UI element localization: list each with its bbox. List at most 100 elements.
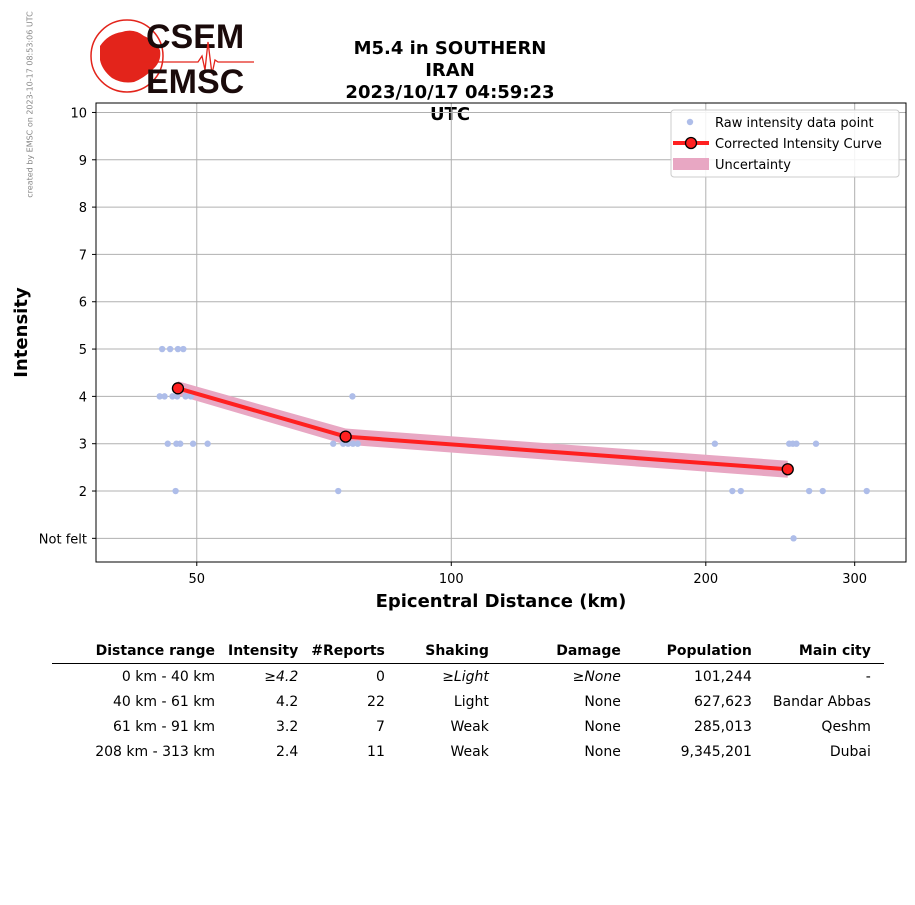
csem-emsc-logo: CSEM EMSC <box>90 18 254 98</box>
chart-title: M5.4 in SOUTHERN IRAN 2023/10/17 04:59:2… <box>330 38 570 126</box>
table-cell: - <box>865 668 871 685</box>
y-axis-label: Intensity <box>11 287 32 378</box>
raw-data-point <box>737 487 744 495</box>
legend-uncertainty-patch <box>673 158 709 170</box>
y-tick-label: 10 <box>70 106 87 121</box>
table-cell: 61 km - 91 km <box>113 718 215 735</box>
raw-data-point <box>805 487 813 495</box>
y-tick-label: 5 <box>79 343 87 358</box>
x-tick-label: 50 <box>188 572 205 587</box>
table-cell: None <box>584 743 621 760</box>
table-cell: None <box>584 718 621 735</box>
y-tick-label: 4 <box>79 390 87 405</box>
raw-data-point <box>790 535 797 542</box>
table-cell: Bandar Abbas <box>772 693 871 710</box>
raw-data-point <box>164 440 171 447</box>
table-cell: Weak <box>450 743 489 760</box>
raw-data-point <box>177 440 184 447</box>
raw-data-point <box>166 345 174 353</box>
table-cell: 208 km - 313 km <box>95 743 215 760</box>
y-tick-label: 6 <box>79 296 87 311</box>
corrected-intensity-marker <box>171 382 185 395</box>
legend-box <box>670 109 900 178</box>
y-tick-label: Not felt <box>39 532 87 547</box>
raw-data-point <box>161 393 168 400</box>
table-header-cell: Intensity <box>228 640 312 664</box>
raw-data-point <box>204 440 211 447</box>
table-cell: Dubai <box>829 743 871 760</box>
corrected-intensity-marker <box>339 430 352 443</box>
table-header-cell: Damage <box>501 640 634 664</box>
x-tick-label: 100 <box>439 572 464 587</box>
logo-text-csem: CSEM <box>146 18 244 56</box>
legend-curve-marker <box>684 136 698 150</box>
table-row: 40 km - 61 km 4.2 22 Light None 627,623 Bandar… <box>52 689 884 714</box>
table-cell: 101,244 <box>693 668 752 685</box>
title-datetime: 2023/10/17 04:59:23 UTC <box>345 82 555 125</box>
x-tick-label: 300 <box>842 572 867 587</box>
table-row: 0 km - 40 km ≥4.2 0 ≥Light ≥None 101,244 - <box>52 664 884 690</box>
table-cell: 3.2 <box>276 718 299 735</box>
table-cell: ≥Light <box>442 668 489 685</box>
table-cell: None <box>584 693 621 710</box>
title-event: M5.4 in SOUTHERN IRAN <box>353 38 547 81</box>
table-cell: 9,345,201 <box>680 743 752 760</box>
raw-data-point <box>863 487 870 495</box>
raw-data-point <box>330 440 337 447</box>
table-header-cell: Distance range <box>52 640 228 664</box>
raw-data-point <box>354 440 361 447</box>
logo-text-emsc: EMSC <box>146 63 244 98</box>
raw-data-point <box>711 440 719 447</box>
x-tick-label: 200 <box>693 572 718 587</box>
raw-data-point <box>172 487 179 495</box>
table-row: 208 km - 313 km 2.4 11 Weak None 9,345,201 Dub… <box>52 739 884 764</box>
table-cell: 0 <box>375 668 385 685</box>
table-cell: 40 km - 61 km <box>113 693 215 710</box>
uncertainty-band <box>177 381 788 478</box>
legend-label-uncertainty: Uncertainty <box>715 158 791 173</box>
table-cell: 285,013 <box>693 718 752 735</box>
table-cell: 7 <box>375 718 385 735</box>
legend-label-raw: Raw intensity data point <box>715 116 874 131</box>
y-tick-label: 7 <box>79 248 87 263</box>
table-cell: Qeshm <box>821 718 871 735</box>
raw-data-point <box>169 393 176 400</box>
raw-data-point <box>180 345 187 353</box>
table-cell: ≥4.2 <box>264 668 299 685</box>
legend-raw-marker <box>686 118 694 126</box>
table-body: 0 km - 40 km ≥4.2 0 ≥Light ≥None 101,244 - 40 k… <box>52 664 884 765</box>
y-tick-label: 8 <box>79 201 87 216</box>
logo-globe-map <box>100 30 161 83</box>
plot-frame <box>95 102 907 563</box>
raw-data-point <box>812 440 820 447</box>
raw-data-point <box>819 487 826 495</box>
raw-data-point <box>158 345 166 353</box>
table-cell: Weak <box>450 718 489 735</box>
y-tick-label: 3 <box>79 438 87 453</box>
table-cell: ≥None <box>572 668 621 685</box>
table-cell: 4.2 <box>276 693 299 710</box>
table-header-cell: Population <box>633 640 765 664</box>
raw-data-point <box>335 487 342 495</box>
table-cell: 627,623 <box>693 693 752 710</box>
y-tick-label: 9 <box>79 154 87 169</box>
y-tick-label: 2 <box>79 485 87 500</box>
raw-data-point <box>182 393 189 400</box>
raw-data-point <box>187 393 195 400</box>
raw-data-point <box>156 393 163 400</box>
table-header-cell: Main city <box>764 640 884 664</box>
table-cell: 11 <box>367 743 385 760</box>
x-axis-label: Epicentral Distance (km) <box>376 591 627 612</box>
logo-seismograph-line <box>144 41 254 75</box>
raw-data-point <box>349 393 356 400</box>
raw-data-point <box>189 440 197 447</box>
raw-data-point <box>173 393 181 400</box>
table-cell: Light <box>453 693 489 710</box>
logo-globe-ring <box>90 19 164 93</box>
intensity-chart: 50 100 200 300 Not felt 2 3 4 5 6 7 8 9 10 Epicentral … <box>11 102 907 612</box>
intensity-summary-table: Distance range Intensity #Reports Shaking Da… <box>52 640 884 764</box>
table-row: 61 km - 91 km 3.2 7 Weak None 285,013 Qeshm <box>52 714 884 739</box>
raw-data-point <box>729 487 736 495</box>
corrected-intensity-marker <box>781 463 794 476</box>
table-header-cell: #Reports <box>311 640 398 664</box>
